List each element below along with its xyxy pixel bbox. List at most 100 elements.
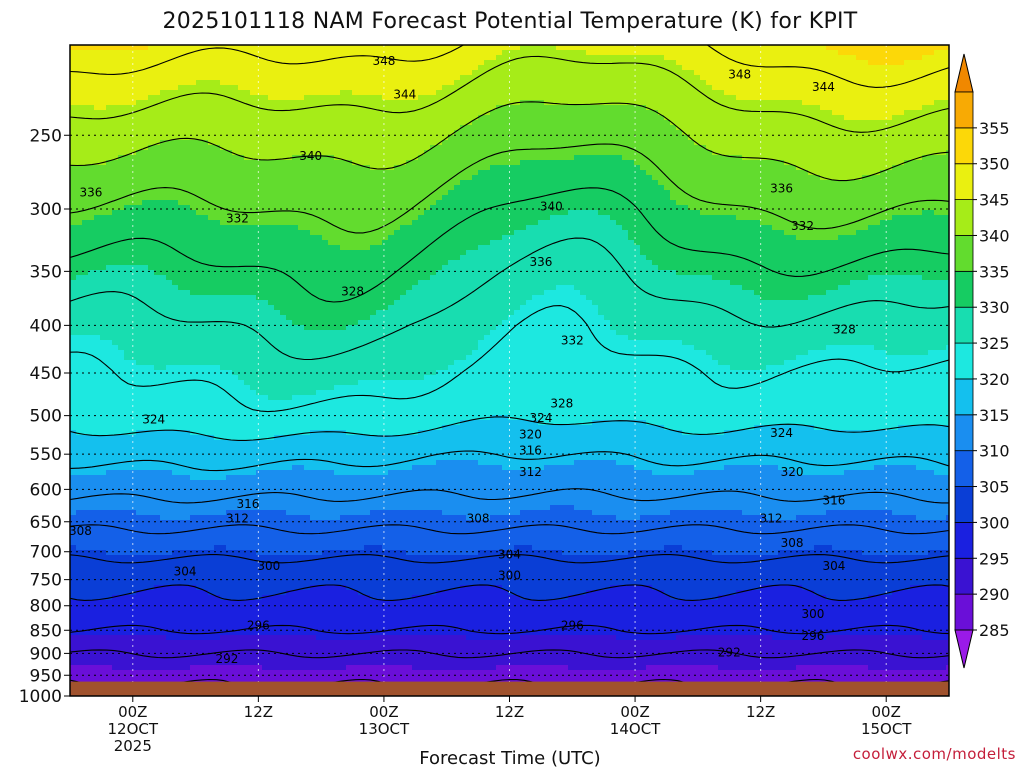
field-cell: [364, 110, 371, 116]
field-cell: [760, 115, 767, 121]
field-cell: [112, 55, 119, 61]
field-cell: [520, 90, 527, 96]
field-cell: [946, 205, 949, 211]
field-cell: [652, 90, 659, 96]
field-cell: [760, 180, 767, 186]
field-cell: [352, 145, 359, 151]
field-cell: [328, 210, 335, 216]
field-cell: [550, 130, 557, 136]
field-cell: [208, 175, 215, 181]
field-cell: [352, 135, 359, 141]
field-cell: [580, 180, 587, 186]
field-cell: [844, 65, 851, 71]
field-cell: [550, 70, 557, 76]
field-cell: [358, 135, 365, 141]
field-cell: [82, 120, 89, 126]
field-cell: [910, 100, 917, 106]
field-cell: [658, 190, 665, 196]
field-cell: [346, 65, 353, 71]
field-cell: [748, 170, 755, 176]
field-cell: [922, 160, 929, 166]
field-cell: [664, 185, 671, 191]
field-cell: [550, 95, 557, 101]
field-cell: [784, 65, 791, 71]
field-cell: [436, 195, 443, 201]
field-cell: [916, 160, 923, 166]
field-cell: [532, 45, 539, 51]
field-cell: [796, 50, 803, 56]
field-cell: [244, 165, 251, 171]
field-cell: [856, 90, 863, 96]
field-cell: [430, 195, 437, 201]
field-cell: [724, 170, 731, 176]
field-cell: [166, 145, 173, 151]
field-cell: [820, 160, 827, 166]
field-cell: [292, 95, 299, 101]
field-cell: [88, 195, 95, 201]
field-cell: [724, 135, 731, 141]
field-cell: [472, 165, 479, 171]
field-cell: [148, 95, 155, 101]
field-cell: [424, 110, 431, 116]
field-cell: [916, 135, 923, 141]
field-cell: [850, 195, 857, 201]
field-cell: [880, 85, 887, 91]
field-cell: [280, 190, 287, 196]
field-cell: [778, 110, 785, 116]
field-cell: [880, 80, 887, 86]
field-cell: [316, 160, 323, 166]
field-cell: [940, 60, 947, 66]
field-cell: [154, 65, 161, 71]
field-cell: [418, 150, 425, 156]
field-cell: [346, 150, 353, 156]
field-cell: [814, 140, 821, 146]
field-cell: [502, 180, 509, 186]
field-cell: [706, 165, 713, 171]
field-cell: [160, 80, 167, 86]
field-cell: [592, 125, 599, 131]
field-cell: [748, 45, 755, 51]
field-cell: [916, 175, 923, 181]
field-cell: [388, 90, 395, 96]
field-cell: [586, 85, 593, 91]
field-cell: [874, 200, 881, 206]
field-cell: [100, 205, 107, 211]
field-cell: [862, 90, 869, 96]
field-cell: [388, 120, 395, 126]
field-cell: [802, 50, 809, 56]
field-cell: [190, 95, 197, 101]
field-cell: [586, 100, 593, 106]
field-cell: [724, 200, 731, 206]
field-cell: [88, 185, 95, 191]
field-cell: [118, 155, 125, 161]
field-cell: [688, 185, 695, 191]
field-cell: [406, 150, 413, 156]
field-cell: [220, 155, 227, 161]
field-cell: [508, 150, 515, 156]
field-cell: [490, 210, 497, 216]
field-cell: [358, 130, 365, 136]
field-cell: [586, 50, 593, 56]
field-cell: [880, 135, 887, 141]
field-cell: [634, 100, 641, 106]
field-cell: [304, 95, 311, 101]
field-cell: [538, 160, 545, 166]
field-cell: [568, 140, 575, 146]
field-cell: [526, 140, 533, 146]
field-cell: [922, 100, 929, 106]
field-cell: [910, 90, 917, 96]
field-cell: [310, 185, 317, 191]
field-cell: [706, 130, 713, 136]
field-cell: [736, 100, 743, 106]
field-cell: [262, 165, 269, 171]
field-cell: [298, 105, 305, 111]
field-cell: [502, 155, 509, 161]
field-cell: [454, 170, 461, 176]
field-cell: [322, 50, 329, 56]
field-cell: [904, 90, 911, 96]
field-cell: [856, 180, 863, 186]
field-cell: [406, 130, 413, 136]
field-cell: [922, 55, 929, 61]
field-cell: [664, 180, 671, 186]
field-cell: [844, 115, 851, 121]
